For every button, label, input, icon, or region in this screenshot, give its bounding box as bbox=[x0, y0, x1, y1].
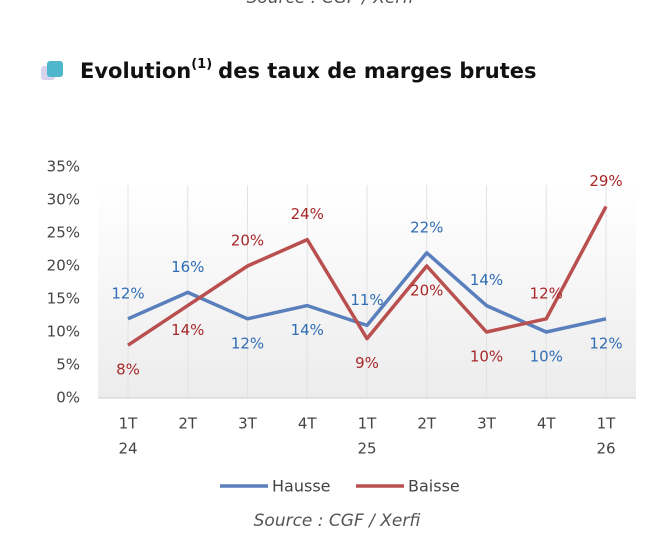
data-label: 29% bbox=[589, 172, 622, 190]
x-tick-label: 2T bbox=[178, 415, 198, 433]
data-label: 10% bbox=[470, 348, 503, 366]
data-label: 14% bbox=[171, 321, 204, 339]
data-label: 12% bbox=[530, 284, 563, 302]
data-label: 12% bbox=[231, 334, 264, 352]
data-label: 14% bbox=[291, 321, 324, 339]
x-tick-label: 3T bbox=[477, 415, 497, 433]
x-tick-year: 25 bbox=[357, 440, 376, 458]
x-tick-label: 4T bbox=[298, 415, 318, 433]
source: Source : CGF / Xerfi bbox=[254, 511, 421, 531]
x-tick-label: 1T bbox=[119, 415, 139, 433]
y-tick-label: 25% bbox=[47, 224, 80, 242]
x-tick-year: 24 bbox=[118, 440, 137, 458]
data-label: 14% bbox=[470, 271, 503, 289]
y-tick-label: 20% bbox=[47, 257, 80, 275]
data-label: 22% bbox=[410, 218, 443, 236]
source-top: Source : CGF / Xerfi bbox=[247, 0, 414, 8]
series-line bbox=[127, 205, 608, 347]
y-tick-label: 15% bbox=[47, 290, 80, 308]
x-tick-label: 4T bbox=[537, 415, 557, 433]
title-note: (1) bbox=[191, 57, 212, 72]
data-label: 12% bbox=[111, 284, 144, 302]
legend-label: Hausse bbox=[272, 477, 331, 496]
title-main: Evolution bbox=[80, 59, 191, 83]
x-tick-label: 3T bbox=[238, 415, 258, 433]
y-tick-label: 35% bbox=[47, 158, 80, 176]
title-rest: des taux de marges brutes bbox=[218, 59, 536, 83]
y-tick-label: 10% bbox=[47, 323, 80, 341]
title-icon bbox=[47, 61, 63, 77]
plot: 0% 5% 10% 15% 20% 25% 30% 35% 1T 24 2T 3T 4T 1T 25 2T 3T… bbox=[47, 158, 636, 496]
data-label: 9% bbox=[355, 354, 379, 372]
data-label: 11% bbox=[350, 291, 383, 309]
data-label: 24% bbox=[291, 205, 324, 223]
data-label: 8% bbox=[116, 361, 140, 379]
x-tick-year: 26 bbox=[596, 440, 615, 458]
y-tick-label: 30% bbox=[47, 191, 80, 209]
y-tick-label: 5% bbox=[56, 356, 80, 374]
x-tick-label: 1T bbox=[358, 415, 378, 433]
data-label: 16% bbox=[171, 258, 204, 276]
data-label: 10% bbox=[530, 348, 563, 366]
x-tick-label: 2T bbox=[417, 415, 437, 433]
legend-label: Baisse bbox=[408, 477, 460, 496]
data-label: 12% bbox=[589, 334, 622, 352]
chart-title: Evolution(1) des taux de marges brutes bbox=[80, 57, 536, 84]
x-tick-label: 1T bbox=[597, 415, 617, 433]
y-tick-label: 0% bbox=[56, 389, 80, 407]
data-label: 20% bbox=[410, 282, 443, 300]
data-label: 20% bbox=[231, 232, 264, 250]
